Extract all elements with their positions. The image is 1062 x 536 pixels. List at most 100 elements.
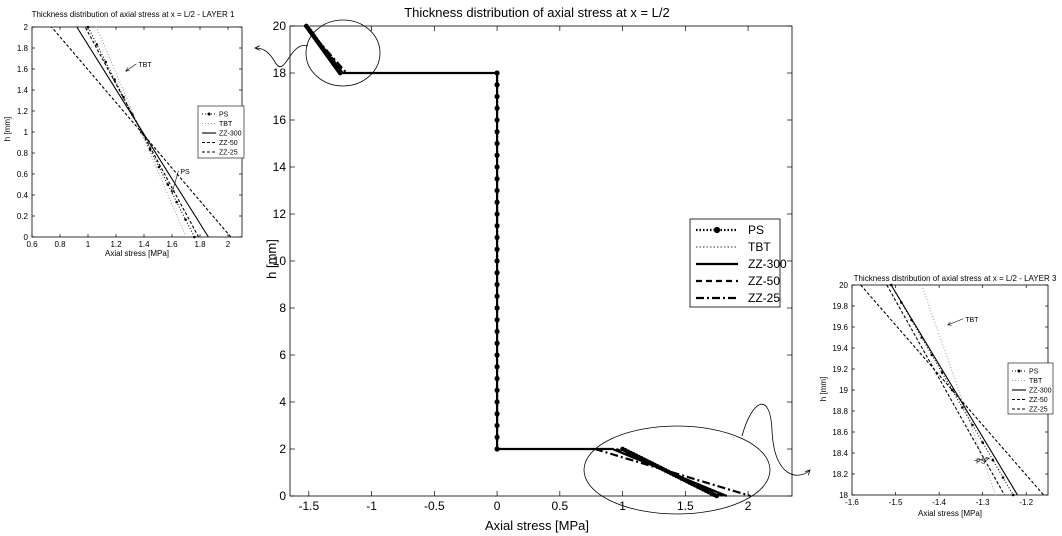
layer1-legend-label: PS <box>219 111 229 118</box>
layer1-x-tick-label: 1.8 <box>194 240 206 249</box>
layer3-chart: Thickness distribution of axial stress a… <box>819 274 1057 518</box>
layer1-legend-label: ZZ-300 <box>219 130 242 137</box>
main-y-tick-label: 2 <box>279 442 286 456</box>
layer1-ps-marker <box>166 183 170 186</box>
layer3-y-tick-label: 18.2 <box>832 470 848 479</box>
layer1-y-tick-label: 0.8 <box>17 149 29 158</box>
layer1-series-zz-25 <box>51 26 232 238</box>
layer1-ps-marker <box>184 218 187 221</box>
main-y-tick-label: 4 <box>279 395 286 409</box>
layer3-legend-label: ZZ-50 <box>1029 397 1048 404</box>
layer1-chart: Thickness distribution of axial stress a… <box>3 10 245 258</box>
main-series-zz-25 <box>304 25 348 74</box>
main-ps-marker <box>494 140 500 147</box>
main-ps-marker <box>494 117 500 123</box>
main-ps-marker <box>494 305 500 311</box>
layer1-x-tick-label: 2 <box>226 240 231 249</box>
layer3-y-tick-label: 18 <box>839 491 848 500</box>
layer1-ps-marker <box>175 200 178 204</box>
main-ps-marker <box>494 176 500 182</box>
main-ps-marker <box>494 223 500 229</box>
main-ps-marker <box>494 70 500 76</box>
layer3-series-zz-50 <box>886 284 1005 496</box>
main-ps-marker <box>494 352 500 358</box>
layer3-y-tick-label: 18.6 <box>832 428 848 437</box>
main-ps-marker <box>494 258 500 264</box>
layer3-legend-label: ZZ-300 <box>1029 387 1052 394</box>
main-x-axis-label: Axial stress [MPa] <box>485 518 589 533</box>
layer3-ps-marker <box>971 423 974 427</box>
main-legend-marker-ps <box>713 226 721 234</box>
main-ps-marker <box>494 446 500 452</box>
zoom-ellipse-bottom <box>583 425 771 515</box>
main-ps-marker <box>714 493 720 499</box>
layer1-x-tick-label: 1.4 <box>138 240 150 249</box>
main-ps-marker <box>494 129 500 135</box>
main-x-tick-label: 2 <box>745 499 752 513</box>
layer1-legend-marker-ps <box>207 112 211 116</box>
main-ps-marker <box>494 234 500 241</box>
layer1-legend-label: ZZ-25 <box>219 149 238 156</box>
callout-arrow-top <box>255 45 309 67</box>
main-y-tick-label: 14 <box>273 160 287 174</box>
layer1-y-tick-label: 1.2 <box>17 107 29 116</box>
layer3-y-tick-label: 19.8 <box>832 302 848 311</box>
main-x-tick-label: -0.5 <box>424 499 445 513</box>
layer1-ps-marker <box>113 78 116 81</box>
layer1-annotation-label: TBT <box>138 62 152 69</box>
layer1-ps-marker <box>122 95 125 99</box>
layer3-y-tick-label: 19 <box>839 386 848 395</box>
main-chart-title: Thickness distribution of axial stress a… <box>404 5 670 20</box>
main-ps-marker <box>494 199 500 205</box>
layer3-x-tick-label: -1.3 <box>976 498 990 507</box>
layer1-annotation-arrow <box>126 63 137 71</box>
layer1-annotation-label: PS <box>180 169 190 176</box>
main-y-tick-label: 8 <box>279 301 286 315</box>
main-ps-marker <box>337 70 343 76</box>
layer3-x-tick-label: -1.6 <box>845 498 859 507</box>
main-legend-label: PS <box>748 223 764 237</box>
layer3-y-tick-label: 18.8 <box>832 407 848 416</box>
main-y-tick-label: 16 <box>273 113 287 127</box>
layer1-y-tick-label: 0.2 <box>17 212 29 221</box>
layer1-y-tick-label: 1.4 <box>17 86 29 95</box>
main-y-axis-label: h [mm] <box>264 239 279 279</box>
layer3-annotation-arrow <box>974 458 989 460</box>
layer1-x-tick-label: 1 <box>86 240 91 249</box>
main-legend-label: ZZ-300 <box>748 257 787 271</box>
layer1-y-tick-label: 1.8 <box>17 44 29 53</box>
layer3-y-tick-label: 18.4 <box>832 449 848 458</box>
layer3-ps-marker <box>981 441 984 444</box>
main-y-tick-label: 18 <box>273 66 287 80</box>
layer1-annotation-arrow <box>172 170 179 193</box>
layer1-legend: PS TBT ZZ-300 ZZ-50 ZZ-25 <box>197 105 245 159</box>
layer3-y-tick-label: 19.2 <box>832 365 848 374</box>
main-legend: PS TBT ZZ-300 ZZ-50 ZZ-25 <box>689 218 787 308</box>
layer3-ps-marker <box>1011 493 1015 497</box>
layer1-x-axis-label: Axial stress [MPa] <box>105 249 169 258</box>
layer1-series-zz-300 <box>76 26 209 238</box>
main-ps-marker <box>494 422 500 429</box>
main-ps-marker <box>494 164 500 170</box>
layer3-ps-marker <box>961 406 964 409</box>
layer1-series-tbt <box>95 26 187 238</box>
main-ps-marker <box>494 375 500 382</box>
main-ps-marker <box>494 399 500 405</box>
layer3-x-tick-label: -1.2 <box>1019 498 1033 507</box>
layer1-ps-marker <box>86 25 90 29</box>
layer1-legend-label: TBT <box>219 121 233 128</box>
main-ps-marker <box>494 187 500 194</box>
layer3-legend: PS TBT ZZ-300 ZZ-50 ZZ-25 <box>1007 362 1054 415</box>
layer1-ps-marker <box>193 235 196 239</box>
main-legend-label: ZZ-50 <box>748 274 780 288</box>
main-ps-marker <box>494 387 500 393</box>
main-y-tick-label: 0 <box>279 489 286 503</box>
layer1-y-tick-label: 0.6 <box>17 170 29 179</box>
main-legend-label: ZZ-25 <box>748 291 780 305</box>
layer3-series-zz-25 <box>860 284 1045 496</box>
layer3-series-zz-300 <box>890 284 1018 496</box>
main-ps-marker <box>494 364 500 370</box>
main-y-tick-label: 20 <box>273 19 287 33</box>
main-ps-marker <box>494 328 500 335</box>
